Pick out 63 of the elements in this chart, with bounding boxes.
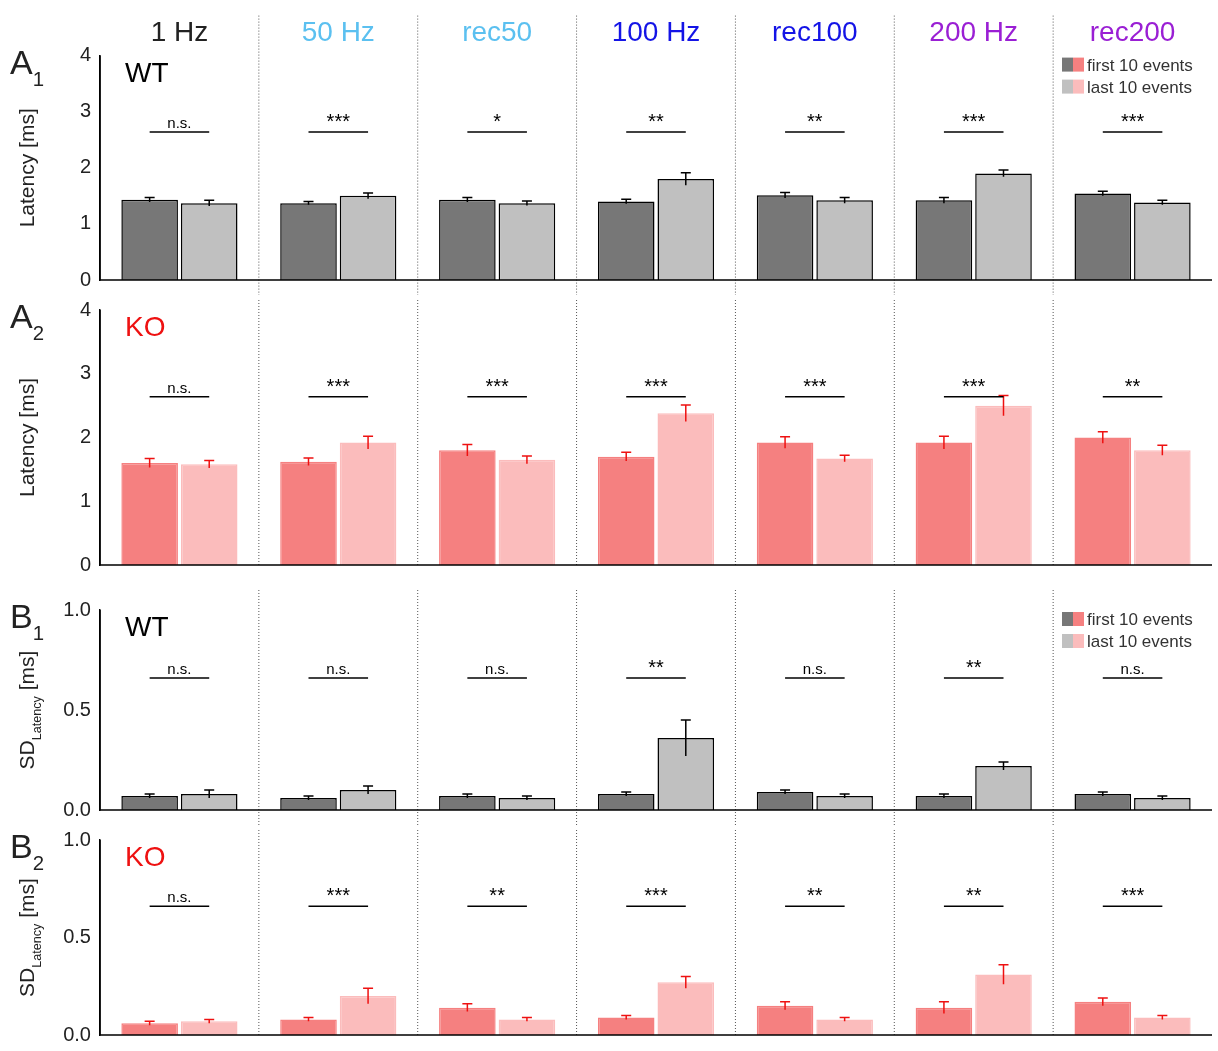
annotation: n.s. <box>802 660 827 677</box>
y-tick-label: 2 <box>79 155 91 178</box>
y-tick-label: 0.5 <box>63 697 91 720</box>
annotation: ** <box>648 109 664 132</box>
annotation: *** <box>326 109 351 132</box>
x-tick-label: rec50 <box>462 15 533 47</box>
annotation: *** <box>962 109 986 132</box>
y-tick-label: 1.0 <box>63 597 91 620</box>
annotation: *** <box>1120 884 1145 907</box>
y-tick-label: 0 <box>79 267 91 290</box>
legend-label: first 10 events <box>1087 610 1193 629</box>
annotation: n.s. <box>485 660 510 677</box>
y-tick-label: 1 <box>79 211 91 234</box>
x-tick-label: 1 Hz <box>150 15 209 47</box>
legend-label: last 10 events <box>1087 632 1192 651</box>
annotation: *** <box>803 374 827 397</box>
y-tick-label: 3 <box>79 361 91 384</box>
y-tick-label: 4 <box>79 297 91 320</box>
annotation: ** <box>648 656 664 678</box>
annotation: KO <box>125 311 166 342</box>
y-tick-label: 2 <box>79 425 91 448</box>
annotation: *** <box>962 374 986 397</box>
annotation: n.s. <box>326 660 351 677</box>
annotation: *** <box>644 374 668 397</box>
y-axis-title: SDLatency [ms] <box>15 650 45 770</box>
annotation: *** <box>326 884 351 907</box>
annotation: ** <box>807 109 823 132</box>
y-tick-label: 4 <box>79 43 91 66</box>
annotation: ** <box>1124 374 1141 397</box>
x-tick-label: rec100 <box>772 15 858 47</box>
annotation: ** <box>807 884 823 907</box>
y-tick-label: 0 <box>79 552 91 575</box>
legend-label: first 10 events <box>1087 55 1193 75</box>
annotation: n.s. <box>167 888 192 906</box>
annotation: * <box>493 109 502 132</box>
y-tick-label: 0.0 <box>63 797 91 820</box>
y-axis-title: SDLatency [ms] <box>15 878 45 997</box>
annotation: *** <box>1120 109 1145 132</box>
annotation: n.s. <box>1120 660 1145 677</box>
legend-label: last 10 events <box>1087 77 1192 97</box>
y-tick-label: 0.0 <box>63 1022 91 1045</box>
annotation: ** <box>965 884 982 907</box>
x-tick-label: 100 Hz <box>611 15 701 47</box>
x-tick-label: rec200 <box>1089 15 1176 47</box>
annotation: n.s. <box>167 113 192 131</box>
annotation: n.s. <box>167 378 192 396</box>
y-axis-title: Latency [ms] <box>15 377 38 498</box>
annotation: ** <box>965 656 982 678</box>
x-tick-label: 200 Hz <box>929 15 1019 47</box>
y-tick-label: 3 <box>79 99 91 122</box>
y-axis-title: Latency [ms] <box>15 108 38 228</box>
y-tick-label: 1.0 <box>63 827 91 850</box>
annotation: WT <box>125 611 169 642</box>
annotation: *** <box>644 884 668 907</box>
annotation: n.s. <box>167 660 192 677</box>
y-tick-label: 1 <box>79 488 91 511</box>
annotation: *** <box>326 374 351 397</box>
annotation: KO <box>125 841 166 872</box>
y-tick-label: 0.5 <box>63 925 91 948</box>
annotation: WT <box>125 56 169 88</box>
x-tick-label: 50 Hz <box>301 15 375 47</box>
annotation: ** <box>489 884 506 907</box>
annotation: *** <box>485 374 510 397</box>
